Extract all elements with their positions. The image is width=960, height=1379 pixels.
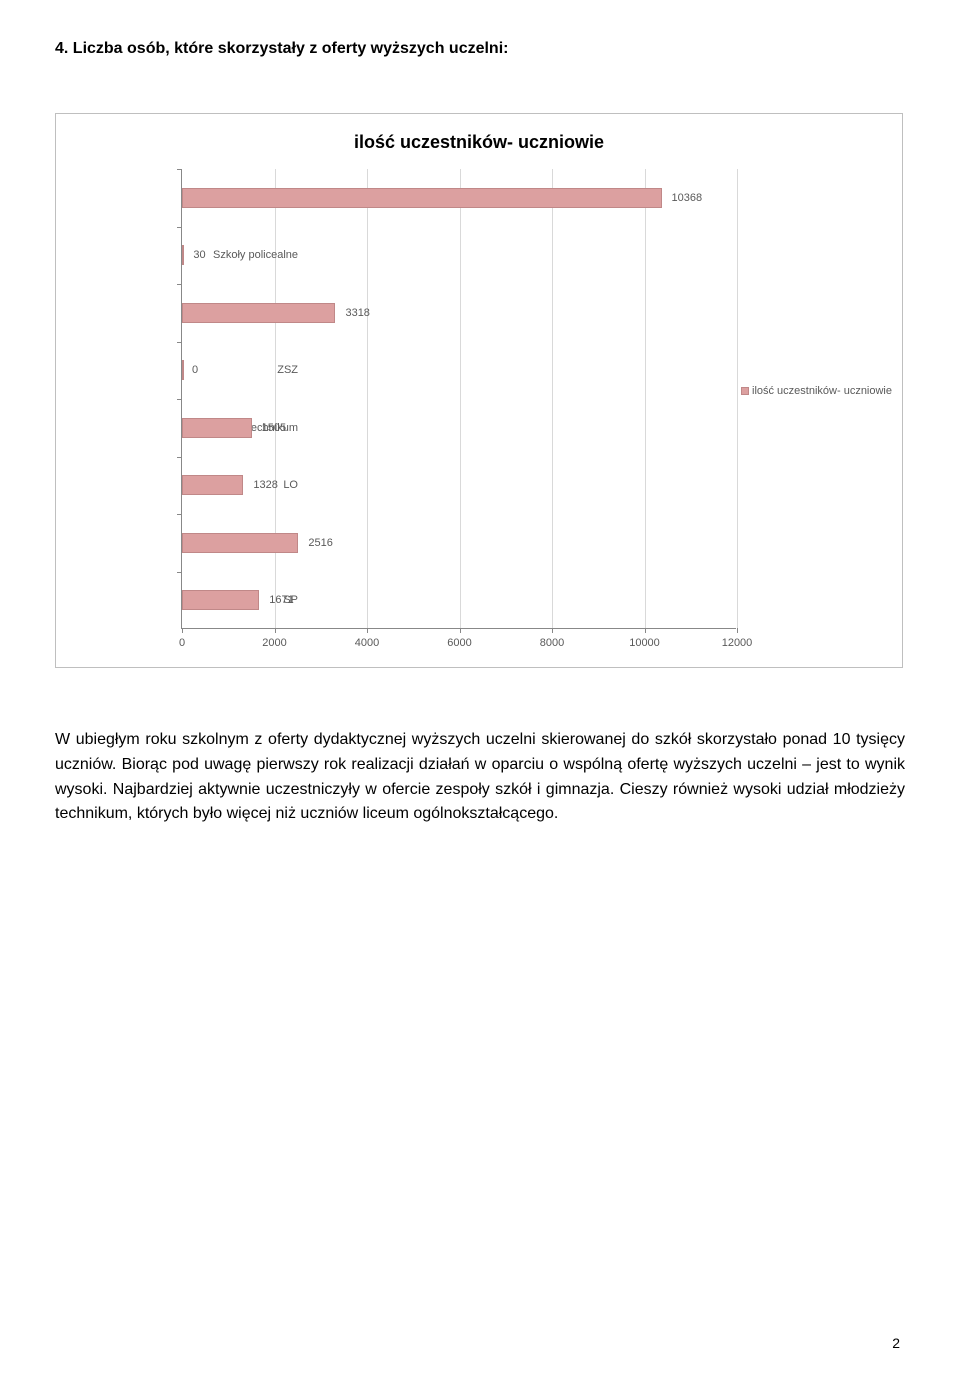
y-tick: [177, 284, 182, 285]
chart-title: ilość uczestników- uczniowie: [56, 132, 902, 153]
bar-value-label: 2516: [308, 537, 332, 549]
y-tick: [177, 169, 182, 170]
x-tick: [460, 628, 461, 633]
x-tick-label: 0: [179, 637, 185, 649]
bar-value-label: 10368: [672, 192, 703, 204]
bar: [182, 245, 184, 265]
chart-plot-area: 020004000600080001000012000Łącznie10368S…: [181, 169, 736, 629]
bar-value-label: 1505: [262, 422, 286, 434]
legend-swatch: [741, 387, 749, 395]
bar-value-label: 3318: [345, 307, 369, 319]
y-category-label: LO: [283, 479, 298, 491]
bar: [182, 360, 184, 380]
x-tick-label: 8000: [540, 637, 564, 649]
x-tick-label: 12000: [722, 637, 753, 649]
x-tick: [367, 628, 368, 633]
gridline: [275, 169, 276, 628]
gridline: [367, 169, 368, 628]
gridline: [737, 169, 738, 628]
y-tick: [177, 227, 182, 228]
legend-label: ilość uczestników- uczniowie: [752, 385, 892, 397]
bar: [182, 188, 662, 208]
x-tick-label: 4000: [355, 637, 379, 649]
x-tick-label: 6000: [447, 637, 471, 649]
y-category-label: ZSZ: [277, 364, 298, 376]
gridline: [460, 169, 461, 628]
y-tick: [177, 342, 182, 343]
y-tick: [177, 514, 182, 515]
bar-value-label: 1671: [269, 594, 293, 606]
x-tick: [552, 628, 553, 633]
bar: [182, 475, 243, 495]
x-tick: [737, 628, 738, 633]
bar-value-label: 1328: [253, 479, 277, 491]
gridline: [645, 169, 646, 628]
y-tick: [177, 457, 182, 458]
y-tick: [177, 572, 182, 573]
chart-legend: ilość uczestników- uczniowie: [741, 385, 892, 397]
bar: [182, 303, 335, 323]
section-heading: 4. Liczba osób, które skorzystały z ofer…: [55, 40, 905, 58]
bar: [182, 533, 298, 553]
chart-container: ilość uczestników- uczniowie 02000400060…: [55, 113, 903, 668]
body-paragraph: W ubiegłym roku szkolnym z oferty dydakt…: [55, 728, 905, 827]
x-tick-label: 2000: [262, 637, 286, 649]
bar: [182, 590, 259, 610]
x-tick-label: 10000: [629, 637, 660, 649]
page-number: 2: [892, 1335, 900, 1351]
bar: [182, 418, 252, 438]
bar-value-label: 30: [193, 249, 205, 261]
bar-value-label: 0: [192, 364, 198, 376]
x-tick: [645, 628, 646, 633]
y-tick: [177, 399, 182, 400]
y-category-label: Szkoły policealne: [213, 249, 298, 261]
x-tick: [182, 628, 183, 633]
gridline: [552, 169, 553, 628]
x-tick: [275, 628, 276, 633]
